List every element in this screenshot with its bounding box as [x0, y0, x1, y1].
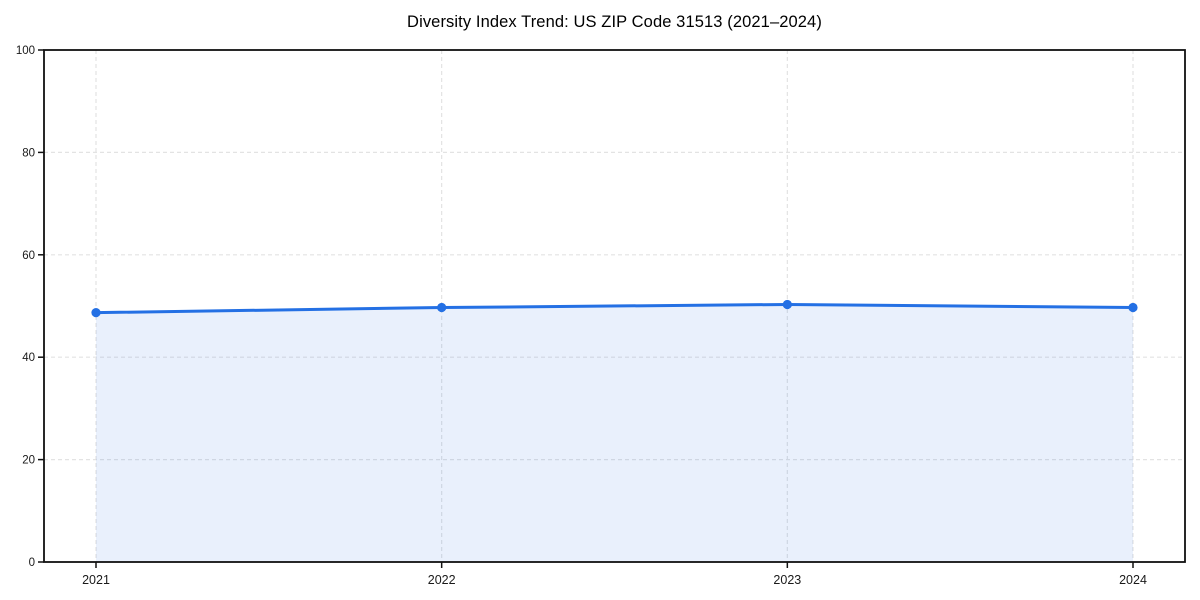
x-tick-label-2021: 2021	[82, 573, 110, 587]
y-tick-label-100: 100	[16, 45, 35, 57]
x-tick-label-2023: 2023	[773, 573, 801, 587]
plot-border	[43, 49, 1186, 563]
x-tick-label-2024: 2024	[1119, 573, 1147, 587]
chart-title: Diversity Index Trend: US ZIP Code 31513…	[407, 13, 822, 31]
data-point-2022	[437, 302, 447, 313]
data-point-2024	[1128, 302, 1138, 313]
data-point-2021	[91, 308, 101, 318]
y-tick-label-40: 40	[22, 352, 35, 364]
y-tick-label-20: 20	[22, 455, 35, 467]
y-tick-label-0: 0	[29, 557, 35, 569]
data-point-2023	[782, 299, 792, 310]
area-fill	[96, 304, 1133, 562]
x-tick-label-2022: 2022	[428, 573, 456, 587]
y-tick-label-80: 80	[22, 147, 35, 159]
y-tick-label-60: 60	[22, 250, 35, 262]
trend-line	[94, 302, 1135, 315]
